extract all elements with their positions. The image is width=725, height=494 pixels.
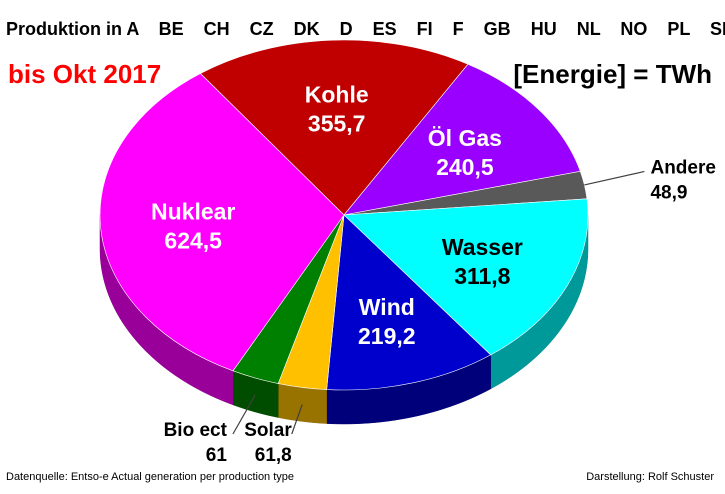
author-note: Darstellung: Rolf Schuster [586, 471, 714, 483]
label--l-gas: Öl Gas [428, 125, 502, 151]
label-nuklear: Nuklear [151, 199, 235, 225]
value-solar: 61,8 [255, 445, 292, 466]
label-wasser: Wasser [442, 234, 523, 260]
slice-wind [326, 214, 492, 391]
leader-solar [291, 404, 303, 435]
value-nuklear: 624,5 [164, 228, 222, 254]
side-solar [277, 383, 327, 424]
label-bio-ect: Bio ect [164, 420, 228, 441]
label-kohle: Kohle [305, 82, 369, 108]
slice-labels: Kohle 355,7 Öl Gas 240,5 Andere 48,9 Wasser 311… [151, 82, 716, 466]
slice-wasser [343, 198, 589, 356]
leader-lines [232, 170, 645, 435]
slice--l-gas [343, 63, 581, 216]
period-label: bis Okt 2017 [8, 59, 161, 89]
value-wasser: 311,8 [454, 263, 510, 289]
value-bio-ect: 61 [206, 445, 228, 466]
chart-title: Produktion in A BE CH CZ DK D ES FI F GB… [6, 19, 725, 39]
slice-kohle [199, 39, 469, 216]
pie-slices [99, 39, 589, 391]
leader-bio-ect [232, 394, 256, 435]
source-note: Datenquelle: Entso-e Actual generation p… [6, 471, 294, 483]
value-andere: 48,9 [650, 182, 687, 203]
label-andere: Andere [650, 157, 715, 178]
value-wind: 219,2 [358, 323, 416, 349]
unit-label: [Energie] = TWh [513, 59, 712, 89]
leader-andere [584, 170, 645, 186]
value--l-gas: 240,5 [436, 154, 494, 180]
value-kohle: 355,7 [308, 111, 366, 137]
slice-nuklear [99, 73, 345, 372]
label-solar: Solar [244, 420, 292, 441]
label-wind: Wind [359, 294, 415, 320]
